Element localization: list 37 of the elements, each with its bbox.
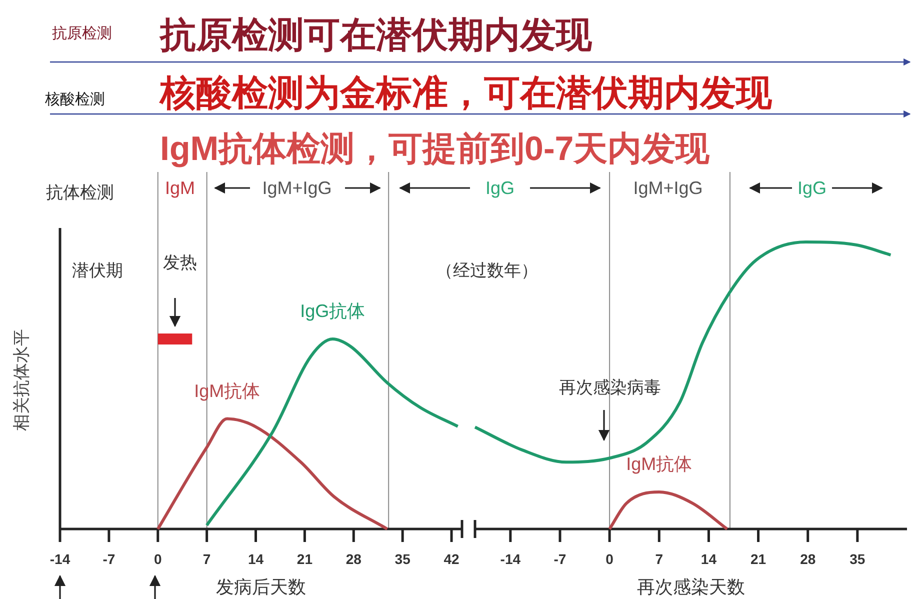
x-tick-label: -14 [50, 551, 70, 567]
x-tick-label: 14 [248, 551, 264, 567]
series-label: IgM抗体 [626, 454, 692, 474]
x-tick-label: -7 [102, 551, 116, 567]
x-tick-label: 35 [850, 551, 866, 567]
text: 核酸检测为金标准，可在潜伏期内发现 [158, 72, 773, 113]
text: 抗原检测 [52, 24, 112, 42]
text: 抗体检测 [46, 183, 114, 203]
x-tick-label: 21 [750, 551, 766, 567]
text: 核酸检测 [44, 90, 105, 108]
text: 潜伏期 [72, 261, 123, 281]
x-tick-label: 28 [346, 551, 362, 567]
text: IgM [164, 178, 196, 198]
series-label: IgG抗体 [300, 301, 366, 321]
text: IgG [797, 178, 827, 198]
text: IgM+IgG [262, 178, 332, 198]
x-tick-label: 21 [296, 551, 313, 567]
annotation: （经过数年） [436, 261, 538, 281]
x-axis-title: 再次感染天数 [637, 577, 745, 598]
x-tick-label: 0 [606, 551, 614, 567]
text: 发热 [163, 253, 197, 273]
x-tick-label: 7 [655, 551, 664, 567]
y-axis-title: 相关抗体水平 [12, 329, 32, 431]
text: IgM+IgG [633, 178, 703, 198]
x-tick-label: -7 [554, 551, 566, 567]
x-tick-label: -14 [500, 551, 521, 567]
x-tick-label: 42 [444, 551, 460, 567]
text: 抗原检测可在潜伏期内发现 [159, 14, 593, 55]
x-tick-label: 0 [154, 551, 162, 567]
x-tick-label: 14 [700, 551, 717, 567]
text: IgG [485, 178, 515, 198]
x-axis-title: 发病后天数 [216, 577, 306, 598]
x-tick-label: 7 [202, 551, 211, 567]
x-tick-label: 35 [394, 551, 411, 567]
annotation: 再次感染病毒 [559, 378, 661, 398]
x-tick-label: 28 [800, 551, 816, 567]
text: IgM抗体检测，可提前到0-7天内发现 [160, 130, 711, 168]
